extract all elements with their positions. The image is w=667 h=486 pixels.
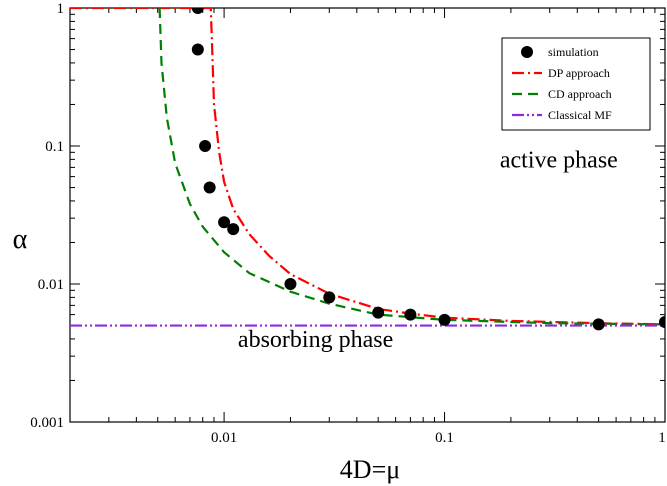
- phase-annotation: active phase: [500, 147, 618, 173]
- legend-label: Classical MF: [548, 108, 612, 122]
- x-tick-label: 0.01: [211, 430, 237, 446]
- simulation-point: [227, 223, 240, 236]
- annotations: active phase absorbing phase: [238, 147, 618, 353]
- simulation-point: [372, 306, 385, 319]
- simulation-point: [191, 43, 204, 56]
- simulation-point: [218, 216, 231, 229]
- series-line-dp-approach: [70, 8, 665, 326]
- phase-annotation: absorbing phase: [238, 327, 393, 353]
- legend-label: simulation: [548, 45, 599, 59]
- simulation-point: [592, 318, 605, 331]
- plot-frame: [69, 7, 666, 423]
- legend-label: DP approach: [548, 66, 610, 80]
- y-axis-label: α: [13, 224, 28, 255]
- simulation-point: [323, 291, 336, 304]
- legend-label: CD approach: [548, 87, 612, 101]
- legend-marker: [521, 46, 533, 58]
- series-line-cd-approach: [158, 8, 665, 326]
- x-tick-label: 1: [658, 430, 666, 446]
- simulation-point: [438, 313, 451, 326]
- simulation-point: [191, 8, 204, 14]
- simulation-point: [284, 278, 297, 290]
- axis-ticks: 0.01 0.1 1 0.001 0.01 0.1 1: [30, 1, 666, 446]
- simulation-point: [203, 181, 216, 194]
- simulation-point: [199, 140, 212, 152]
- y-tick-label: 0.1: [45, 139, 64, 155]
- legend: simulation DP approach CD approach Classica…: [501, 37, 651, 131]
- y-tick-label: 0.001: [30, 415, 64, 431]
- x-axis-label: 4D=μ: [340, 455, 400, 484]
- x-tick-label: 0.1: [435, 430, 454, 446]
- simulation-point: [404, 308, 417, 321]
- y-tick-label: 1: [57, 1, 65, 17]
- series-layer: [70, 8, 665, 331]
- simulation-point: [659, 316, 665, 329]
- y-tick-label: 0.01: [38, 277, 64, 293]
